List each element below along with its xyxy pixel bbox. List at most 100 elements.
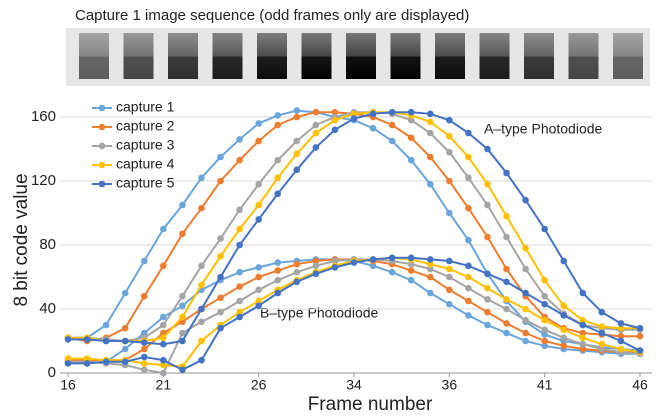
legend-label: capture 4	[116, 156, 175, 172]
data-point	[274, 289, 282, 297]
data-point	[179, 302, 186, 310]
data-point	[369, 124, 377, 132]
data-point	[217, 177, 224, 185]
data-point	[140, 360, 148, 367]
x-tick-label: 16	[60, 377, 76, 393]
data-point	[312, 262, 320, 270]
thumbnail	[123, 33, 154, 79]
data-point	[484, 201, 491, 209]
data-point	[331, 264, 339, 271]
data-point	[64, 355, 72, 362]
data-point	[446, 273, 453, 281]
data-point	[407, 116, 415, 124]
data-point	[293, 166, 301, 174]
x-tick-label: 34	[346, 377, 362, 393]
thumbnail	[212, 33, 243, 79]
data-point	[236, 156, 243, 164]
thumbnail	[524, 33, 554, 79]
data-point	[484, 308, 491, 316]
data-point	[407, 267, 415, 274]
data-point	[312, 129, 320, 137]
data-point	[388, 137, 396, 145]
data-point	[407, 260, 415, 268]
thumbnail	[346, 33, 376, 79]
data-point	[255, 120, 262, 127]
data-point	[255, 286, 262, 294]
data-point	[522, 329, 529, 337]
thumbnail	[435, 33, 465, 79]
y-tick-label: 120	[31, 172, 56, 189]
data-point	[236, 225, 243, 233]
data-point	[388, 121, 396, 129]
data-point	[331, 126, 339, 134]
y-tick-label: 160	[31, 108, 56, 125]
data-point	[121, 289, 129, 297]
data-point	[503, 296, 510, 303]
data-point	[522, 244, 529, 252]
data-point	[446, 148, 453, 156]
data-point	[236, 297, 243, 305]
data-point	[465, 312, 472, 319]
data-point	[465, 262, 472, 270]
data-point	[541, 276, 548, 284]
data-point	[369, 256, 377, 263]
data-point	[331, 257, 339, 265]
data-point	[484, 321, 491, 329]
x-axis-label: Frame number	[308, 394, 433, 415]
data-point	[503, 305, 510, 313]
data-point	[293, 137, 301, 145]
data-point	[426, 289, 434, 297]
thumbnail	[79, 33, 109, 79]
data-point	[217, 252, 224, 260]
data-point	[484, 296, 491, 303]
data-point	[560, 257, 568, 265]
data-point	[140, 339, 148, 346]
data-point	[522, 289, 529, 297]
y-axis-label: 8 bit code value	[11, 173, 32, 306]
data-point	[236, 136, 243, 143]
data-point	[503, 329, 510, 337]
data-point	[255, 264, 262, 271]
data-point	[465, 129, 472, 137]
data-point	[426, 260, 434, 268]
data-point	[217, 308, 224, 316]
data-point	[198, 204, 205, 212]
data-point	[522, 316, 529, 324]
thumbnail	[301, 33, 332, 79]
data-point	[446, 209, 453, 217]
annotation: B–type Photodiode	[260, 305, 379, 321]
x-tick-label: 41	[537, 377, 553, 393]
data-point	[179, 366, 186, 374]
data-point	[179, 230, 186, 238]
data-point	[560, 312, 568, 319]
data-point	[160, 356, 167, 364]
data-point	[484, 284, 491, 292]
data-point	[484, 180, 491, 188]
data-point	[274, 156, 282, 164]
data-point	[255, 273, 262, 281]
data-point	[560, 334, 568, 342]
data-point	[198, 305, 205, 313]
data-point	[160, 321, 167, 329]
data-point	[617, 337, 625, 345]
data-point	[503, 320, 510, 327]
strip-title: Capture 1 image sequence (odd frames onl…	[75, 7, 469, 24]
data-point	[121, 324, 129, 332]
data-point	[598, 323, 606, 330]
data-point	[217, 324, 224, 332]
data-point	[121, 337, 129, 345]
data-point	[350, 115, 358, 122]
x-tick-label: 36	[442, 377, 458, 393]
data-point	[465, 174, 472, 182]
data-point	[598, 340, 606, 348]
data-point	[236, 283, 243, 290]
data-point	[446, 286, 453, 294]
data-point	[426, 129, 434, 137]
data-point	[331, 108, 339, 116]
data-point	[179, 329, 186, 337]
data-point	[312, 108, 320, 116]
data-point	[579, 321, 587, 329]
y-tick-label: 0	[48, 364, 56, 381]
data-point	[255, 302, 262, 310]
legend-marker	[98, 123, 106, 131]
